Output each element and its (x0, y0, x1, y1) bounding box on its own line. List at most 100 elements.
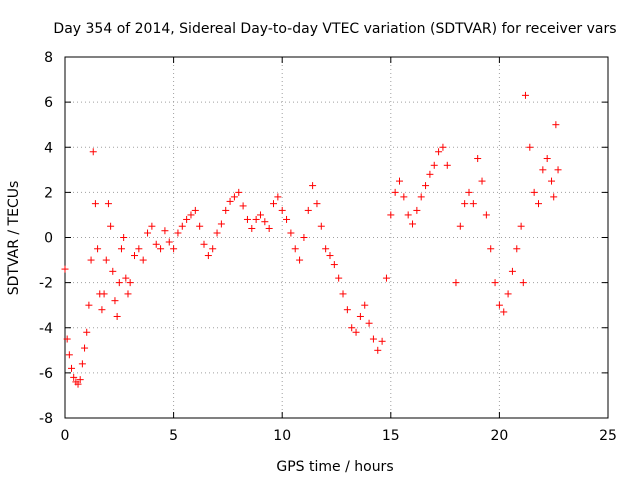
data-point (513, 245, 521, 253)
data-point (183, 215, 191, 223)
data-point (469, 200, 477, 208)
data-point (543, 155, 551, 163)
x-tick-label: 25 (599, 428, 617, 444)
data-point (348, 324, 356, 332)
data-point (256, 211, 264, 219)
data-point (382, 274, 390, 282)
data-point (152, 240, 160, 248)
data-point (226, 197, 234, 205)
y-tick-label: -6 (39, 366, 53, 382)
data-point (117, 245, 125, 253)
data-point (94, 245, 102, 253)
data-point (422, 182, 430, 190)
data-point (452, 279, 460, 287)
data-point (230, 193, 238, 201)
data-point (539, 166, 547, 174)
y-tick-label: -2 (39, 276, 53, 292)
data-point (204, 252, 212, 260)
data-point (378, 337, 386, 345)
data-point (322, 245, 330, 253)
y-axis-label: SDTVAR / TECUs (6, 181, 22, 296)
data-point (409, 220, 417, 228)
data-point (170, 245, 178, 253)
data-point (352, 328, 360, 336)
data-point (107, 222, 115, 230)
data-point (61, 265, 69, 273)
data-point (487, 245, 495, 253)
data-point (239, 202, 247, 210)
axis-ticks: 0 5 10 15 20 25 -8 -6 -4 -2 0 2 4 6 8 (39, 50, 617, 444)
data-point (283, 215, 291, 223)
y-tick-label: 2 (44, 185, 53, 201)
data-point (187, 211, 195, 219)
data-point (120, 234, 128, 241)
data-point (365, 319, 373, 327)
data-point (157, 245, 165, 253)
y-tick-label: -4 (39, 321, 53, 337)
data-point (111, 297, 119, 305)
data-point (500, 308, 508, 316)
data-point (508, 267, 516, 275)
data-point (89, 148, 97, 156)
data-point (270, 200, 278, 208)
data-point (478, 177, 486, 185)
data-point (530, 188, 538, 196)
data-point (85, 301, 93, 309)
data-point (126, 279, 134, 287)
data-points (61, 91, 562, 388)
data-point (278, 206, 286, 214)
data-point (248, 224, 256, 232)
data-point (131, 252, 139, 260)
x-tick-label: 15 (382, 428, 400, 444)
data-point (148, 222, 156, 230)
data-point (70, 373, 78, 381)
data-point (439, 143, 447, 151)
data-point (196, 222, 204, 230)
data-point (109, 267, 117, 275)
data-point (222, 206, 230, 214)
data-point (265, 224, 273, 232)
data-point (135, 245, 143, 253)
x-axis-label: GPS time / hours (276, 459, 393, 475)
data-point (343, 306, 351, 314)
data-point (456, 222, 464, 230)
data-point (404, 211, 412, 219)
data-point (361, 301, 369, 309)
data-point (81, 344, 89, 352)
data-point (102, 256, 110, 264)
data-point (317, 222, 325, 230)
y-tick-label: 0 (44, 231, 53, 247)
data-point (548, 177, 556, 185)
data-point (426, 170, 434, 178)
data-point (261, 218, 269, 226)
data-point (309, 182, 317, 190)
data-point (165, 238, 173, 246)
chart-title: Day 354 of 2014, Sidereal Day-to-day VTE… (53, 21, 616, 37)
data-point (374, 346, 382, 354)
data-point (124, 290, 132, 298)
data-point (526, 143, 534, 151)
x-tick-label: 5 (169, 428, 178, 444)
x-tick-label: 10 (273, 428, 291, 444)
data-point (300, 234, 308, 241)
grid (65, 57, 608, 418)
data-point (417, 193, 425, 201)
data-point (495, 301, 503, 309)
data-point (87, 256, 95, 264)
data-point (517, 222, 525, 230)
data-point (443, 161, 451, 169)
data-point (534, 200, 542, 208)
data-point (482, 211, 490, 219)
plot-frame (64, 56, 609, 419)
y-tick-label: -8 (39, 411, 53, 427)
data-point (413, 206, 421, 214)
data-point (91, 200, 99, 208)
data-point (274, 193, 282, 201)
data-point (113, 312, 121, 320)
data-point (461, 200, 469, 208)
data-point (74, 380, 82, 388)
data-point (139, 256, 147, 264)
data-point (161, 227, 169, 235)
data-point (356, 312, 364, 320)
data-point (519, 279, 527, 287)
